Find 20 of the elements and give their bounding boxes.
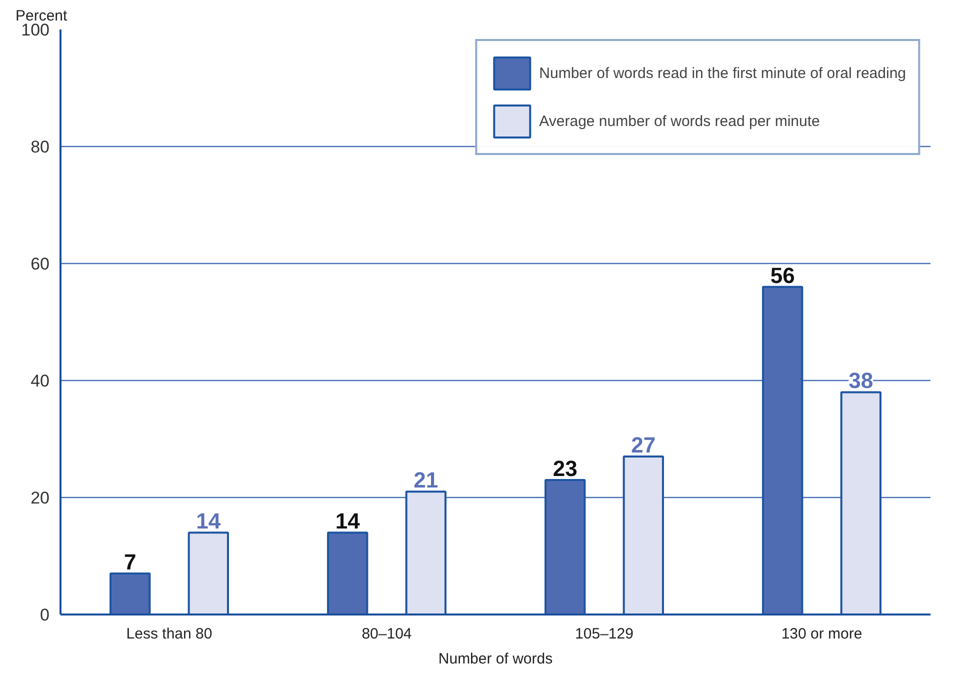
data-label: 21 <box>414 468 438 493</box>
y-tick-label: 20 <box>30 488 50 508</box>
data-label: 56 <box>770 262 795 288</box>
data-label: 14 <box>196 508 222 534</box>
x-tick-label: 130 or more <box>781 626 862 642</box>
y-tick-label: 60 <box>30 254 50 274</box>
x-tick-label: Less than 80 <box>126 626 212 642</box>
legend-label: Average number of words read per minute <box>539 112 820 130</box>
y-tick-label: 0 <box>40 606 50 624</box>
y-tick-label: 80 <box>30 138 50 156</box>
x-tick-label: 80–104 <box>362 626 412 642</box>
x-axis-title: Number of words <box>438 650 553 668</box>
x-tick-label: 105–129 <box>575 626 634 642</box>
data-label: 7 <box>124 550 136 575</box>
y-tick-label: 40 <box>30 372 50 390</box>
data-label: 23 <box>552 456 578 481</box>
data-label: 27 <box>631 432 656 458</box>
data-label: 38 <box>848 368 874 394</box>
legend-label: Number of words read in the first minute of oral reading <box>539 64 906 82</box>
data-label: 14 <box>335 508 361 534</box>
